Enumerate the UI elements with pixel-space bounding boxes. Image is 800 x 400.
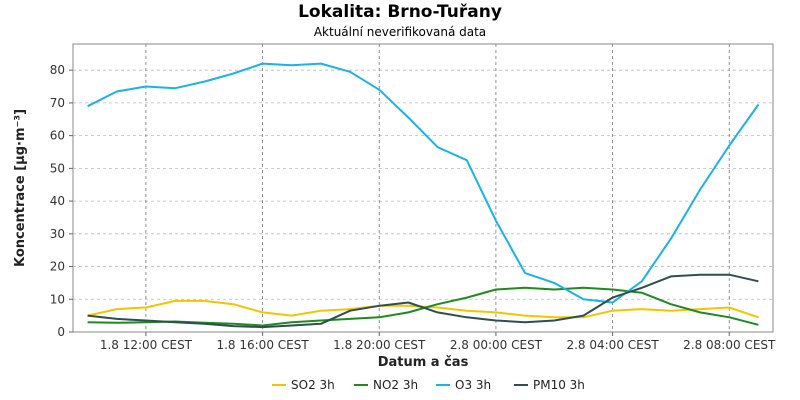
legend-label: NO2 3h — [373, 378, 418, 392]
legend-label: SO2 3h — [291, 378, 335, 392]
chart-subtitle: Aktuální neverifikovaná data — [314, 25, 486, 39]
legend-item: PM10 3h — [514, 378, 585, 392]
y-tick-label: 50 — [50, 161, 65, 175]
series-lines — [87, 62, 760, 329]
y-tick-label: 10 — [50, 292, 65, 306]
series-line-o3-3h — [87, 62, 760, 304]
legend-item: O3 3h — [436, 378, 491, 392]
chart-title: Lokalita: Brno-Tuřany — [298, 2, 502, 22]
series-line-pm10-3h — [87, 273, 759, 329]
y-tick-label: 0 — [57, 325, 65, 339]
y-tick-label: 70 — [50, 96, 65, 110]
legend-label: O3 3h — [455, 378, 491, 392]
legend-item: SO2 3h — [272, 378, 335, 392]
legend-item: NO2 3h — [354, 378, 418, 392]
x-axis-label: Datum a čas — [378, 355, 469, 370]
legend-label: PM10 3h — [533, 378, 585, 392]
x-tick-label: 2.8 04:00 CEST — [566, 338, 659, 352]
legend: SO2 3h NO2 3h O3 3h PM10 3h — [272, 378, 585, 392]
x-tick-label: 2.8 00:00 CEST — [450, 338, 543, 352]
x-gridlines — [145, 44, 730, 332]
y-tick-label: 30 — [50, 227, 65, 241]
y-tick-label: 20 — [50, 260, 65, 274]
plot-area — [72, 43, 774, 333]
x-tick-label: 1.8 16:00 CEST — [216, 338, 309, 352]
x-tick-label: 2.8 08:00 CEST — [683, 338, 776, 352]
y-tick-label: 60 — [50, 129, 65, 143]
x-tick-label: 1.8 20:00 CEST — [333, 338, 426, 352]
y-axis-label: Koncentrace [µg·m⁻³] — [13, 109, 28, 267]
x-tick-label: 1.8 12:00 CEST — [100, 338, 193, 352]
y-tick-label: 80 — [50, 63, 65, 77]
y-tick-labels: 0 10 20 30 40 50 60 70 80 — [50, 63, 73, 339]
x-tick-labels: 1.8 12:00 CEST 1.8 16:00 CEST 1.8 20:00 CE… — [100, 332, 776, 352]
y-tick-label: 40 — [50, 194, 65, 208]
